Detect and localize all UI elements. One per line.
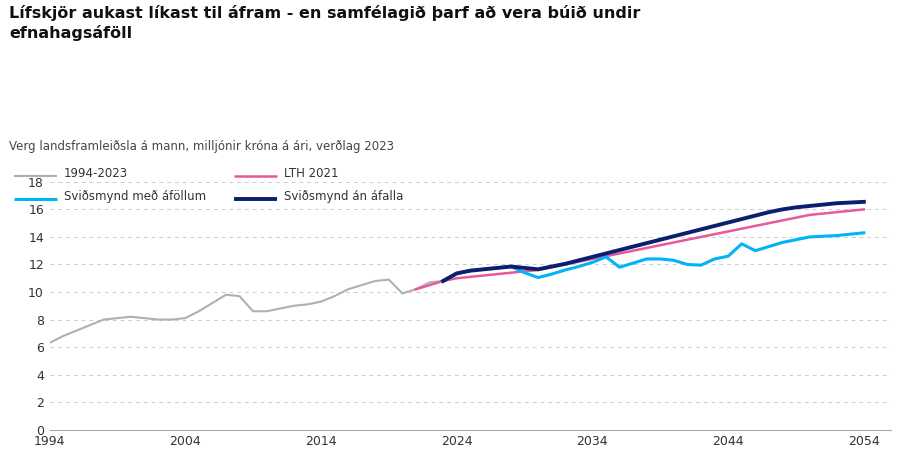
Text: Sviðsmynd án áfalla: Sviðsmynd án áfalla xyxy=(284,190,404,203)
Text: Verg landsframleiðsla á mann, milljónir króna á ári, verðlag 2023: Verg landsframleiðsla á mann, milljónir … xyxy=(9,140,394,153)
Text: LTH 2021: LTH 2021 xyxy=(284,167,339,180)
Text: 1994-2023: 1994-2023 xyxy=(64,167,128,180)
Text: Lífskjör aukast líkast til áfram - en samfélagið þarf að vera búið undir
efnahag: Lífskjör aukast líkast til áfram - en sa… xyxy=(9,5,641,41)
Text: Sviðsmynd með áföllum: Sviðsmynd með áföllum xyxy=(64,190,206,203)
